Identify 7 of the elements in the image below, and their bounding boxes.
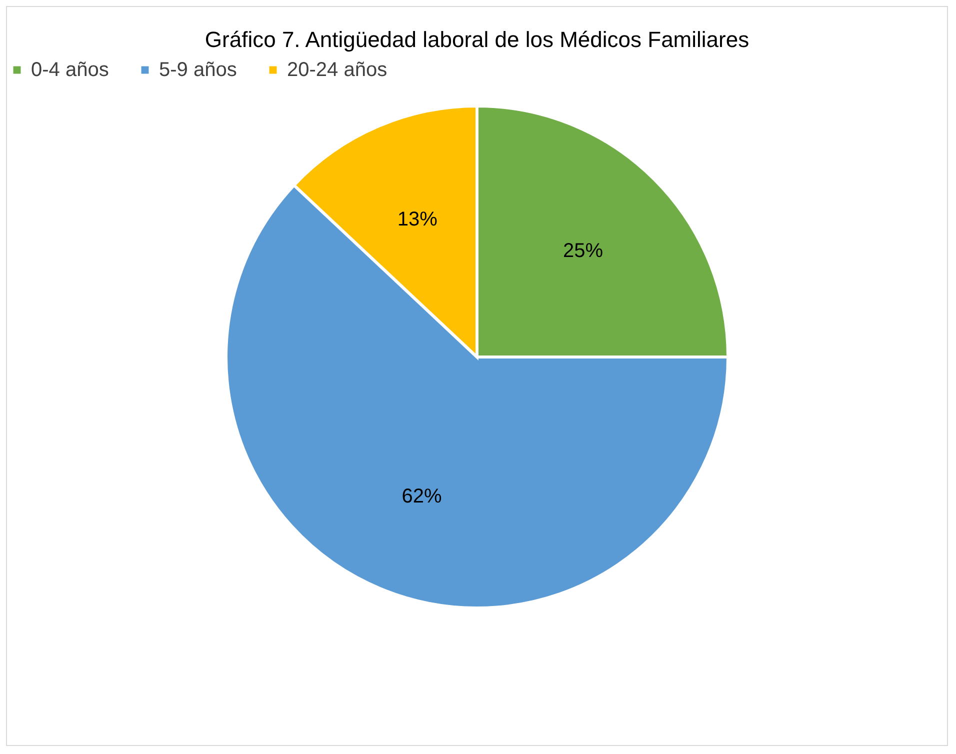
data-label: 13%: [397, 208, 438, 230]
legend-label: 20-24 años: [287, 59, 388, 81]
data-label: 25%: [563, 240, 604, 262]
legend-label: 5-9 años: [159, 59, 237, 81]
legend-label: 0-4 años: [31, 59, 109, 81]
chart-title: Gráfico 7. Antigüedad laboral de los Médicos Familiares: [204, 27, 750, 52]
data-label: 62%: [402, 485, 442, 508]
